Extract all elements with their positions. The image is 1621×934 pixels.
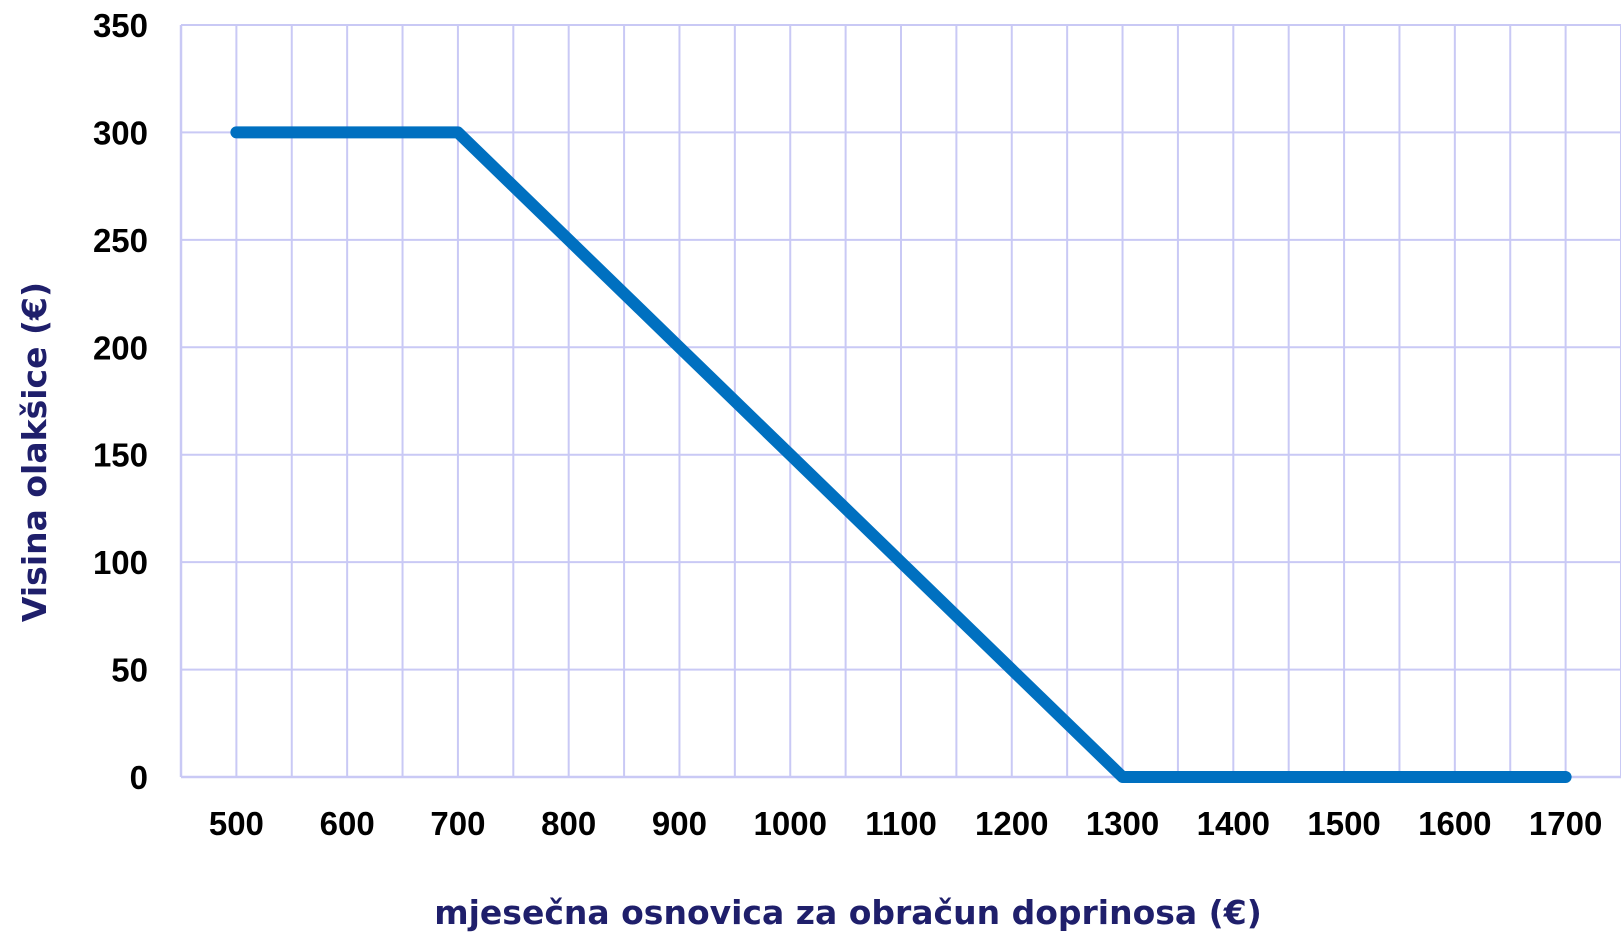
x-tick-label: 900 <box>652 805 707 842</box>
x-axis-title: mjesečna osnovica za obračun doprinosa (… <box>434 893 1262 932</box>
data-point <box>678 346 680 348</box>
data-point <box>1232 776 1234 778</box>
data-point <box>235 131 237 133</box>
data-point <box>346 131 348 133</box>
x-tick-label: 800 <box>541 805 596 842</box>
data-point <box>568 239 570 241</box>
data-point <box>1454 776 1456 778</box>
data-point <box>1565 776 1567 778</box>
x-tick-label: 1700 <box>1529 805 1602 842</box>
y-tick-label: 200 <box>93 329 148 366</box>
x-tick-label: 600 <box>320 805 375 842</box>
series-line-group <box>230 126 1572 783</box>
y-tick-label: 50 <box>111 652 148 689</box>
y-tick-label: 300 <box>93 114 148 151</box>
y-axis-title: Visina olakšice (€) <box>15 282 54 622</box>
x-tick-label: 700 <box>430 805 485 842</box>
data-point <box>900 561 902 563</box>
y-tick-label: 150 <box>93 437 148 474</box>
data-point <box>1343 776 1345 778</box>
y-tick-label: 350 <box>93 7 148 44</box>
data-point <box>789 454 791 456</box>
x-tick-labels: 500 600 700 800 900 1000 1100 1200 1300 1400 1500 1… <box>209 805 1602 842</box>
x-tick-label: 1000 <box>754 805 827 842</box>
x-tick-label: 1300 <box>1086 805 1159 842</box>
x-tick-label: 1500 <box>1307 805 1380 842</box>
x-tick-label: 1200 <box>975 805 1048 842</box>
x-tick-label: 1600 <box>1418 805 1491 842</box>
x-tick-label: 1400 <box>1197 805 1270 842</box>
y-tick-label: 100 <box>93 544 148 581</box>
y-tick-label: 0 <box>130 759 148 796</box>
data-point <box>1122 776 1124 778</box>
data-point <box>1011 669 1013 671</box>
data-point <box>457 131 459 133</box>
x-tick-label: 500 <box>209 805 264 842</box>
grid <box>179 24 1621 779</box>
y-tick-labels: 0 50 100 150 200 250 300 350 <box>93 7 148 796</box>
x-tick-label: 1100 <box>865 805 937 842</box>
y-tick-label: 250 <box>93 222 148 259</box>
